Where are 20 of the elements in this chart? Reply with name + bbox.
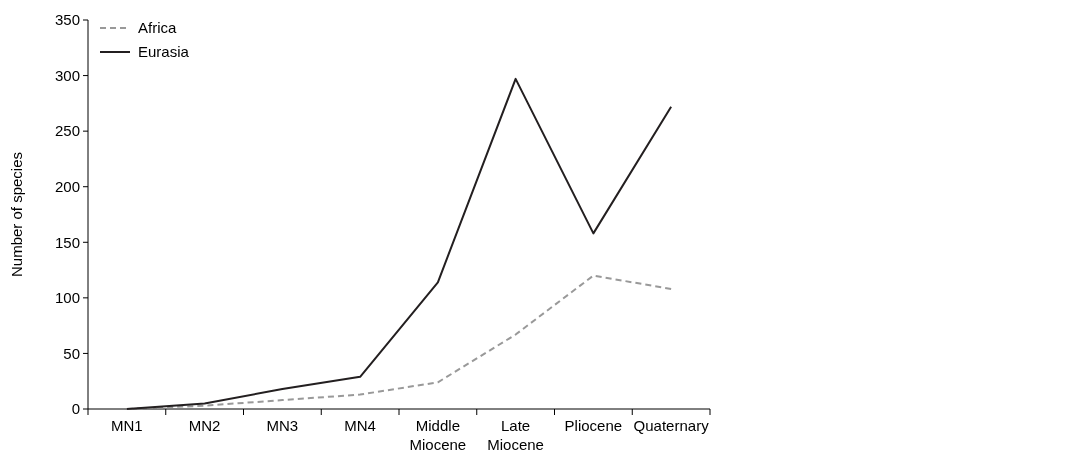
y-tick-label: 300 (54, 66, 80, 84)
y-tick-label: 350 (54, 11, 80, 29)
x-tick-label: MN1 (111, 417, 143, 434)
x-tick-label: MN4 (344, 417, 376, 434)
y-tick-label: 200 (54, 177, 80, 195)
x-tick-label: Middle Miocene (409, 417, 467, 453)
y-tick-label: 0 (71, 400, 80, 418)
y-tick-label: 150 (54, 233, 80, 251)
x-tick-label: MN2 (188, 417, 221, 434)
x-tick-label: Pliocene (564, 417, 623, 434)
y-axis-title: Number of species (8, 151, 25, 278)
legend-label: Africa (138, 19, 177, 37)
y-tick-label: 100 (54, 289, 80, 307)
y-tick-label: 250 (54, 122, 80, 140)
x-tick-label: Quaternary (633, 417, 710, 434)
legend-label: Eurasia (138, 43, 190, 61)
line-series (125, 77, 673, 410)
x-tick-label: MN3 (266, 417, 299, 434)
x-tick-label: Late Miocene (487, 417, 544, 453)
y-tick-label: 50 (63, 344, 80, 362)
